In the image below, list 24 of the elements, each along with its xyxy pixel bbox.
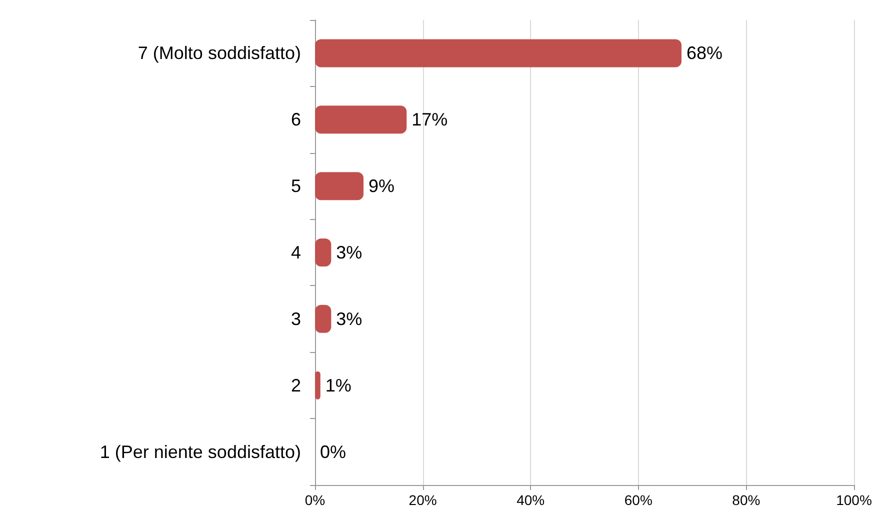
x-tick-label: 60% [624, 492, 652, 508]
data-label: 3% [336, 308, 362, 329]
x-tick-label: 100% [836, 492, 872, 508]
data-label: 0% [320, 442, 346, 462]
x-tick-label: 40% [516, 492, 545, 508]
y-tick-label: 3 [290, 308, 301, 329]
data-label: 3% [336, 242, 362, 262]
x-tick-label: 20% [408, 492, 437, 508]
y-tick-label: 7 (Molto soddisfatto) [138, 43, 301, 64]
x-tick-label: 80% [732, 492, 760, 508]
data-label: 68% [686, 43, 723, 64]
bar [315, 371, 320, 400]
x-tick-label: 0% [304, 492, 326, 508]
data-label: 9% [368, 176, 395, 196]
y-tick-label: 1 (Per niente soddisfatto) [100, 442, 301, 462]
y-tick-label: 4 [290, 242, 301, 262]
bar [315, 172, 364, 200]
bar [315, 106, 407, 134]
data-label: 1% [325, 375, 352, 396]
bar [315, 39, 682, 68]
y-tick-label: 6 [290, 110, 301, 130]
data-label: 17% [412, 110, 448, 130]
y-tick-label: 5 [290, 176, 301, 196]
y-tick-label: 2 [290, 375, 301, 396]
